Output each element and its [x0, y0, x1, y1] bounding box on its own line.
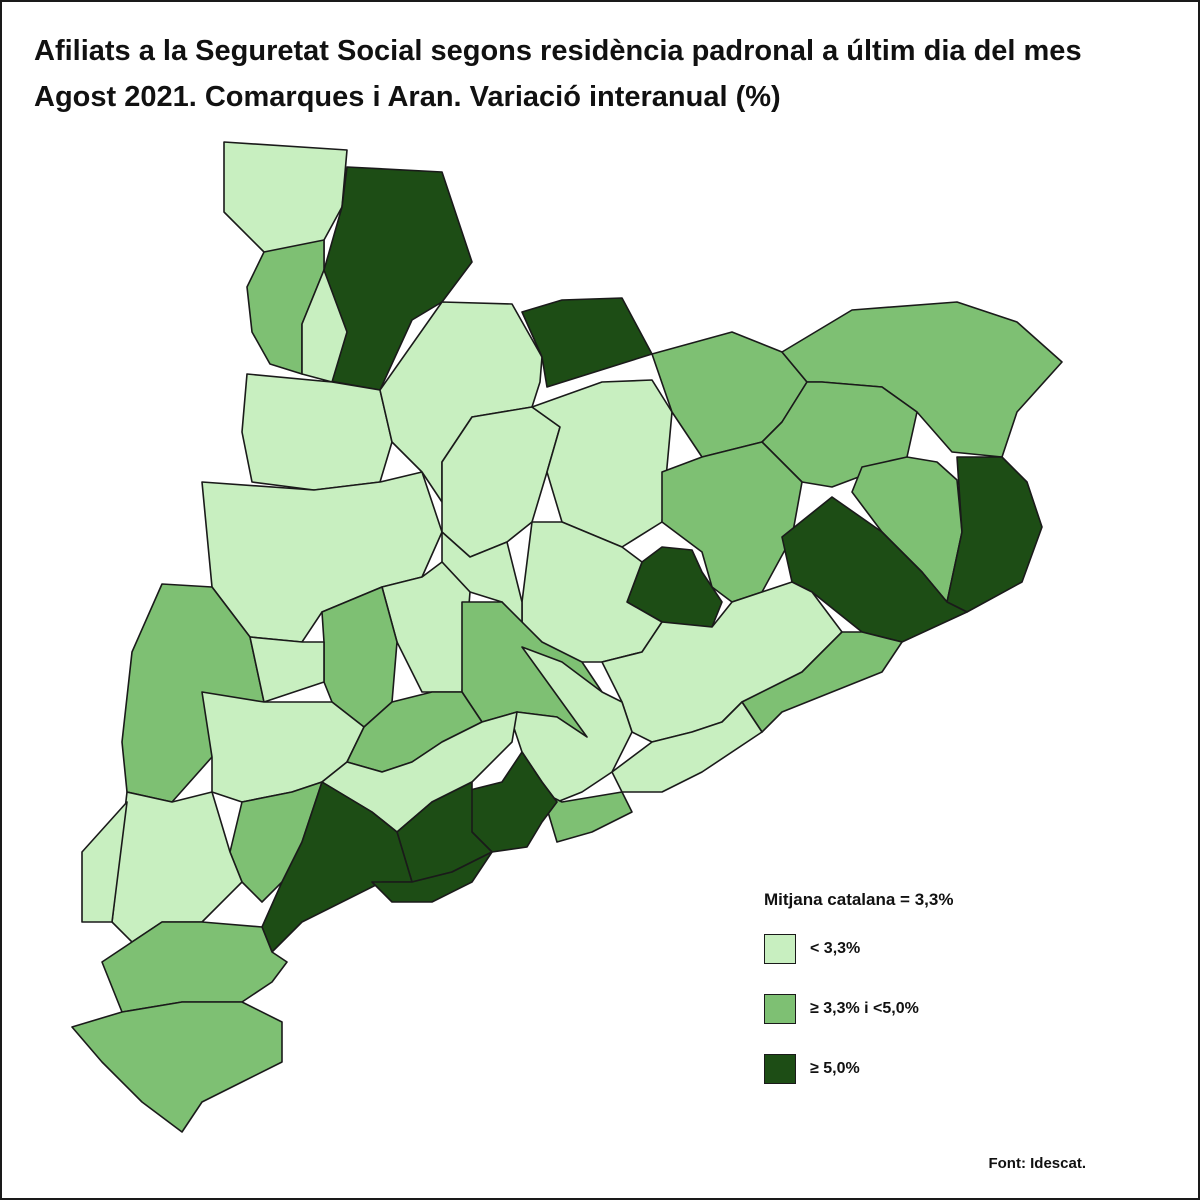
map-title: Afiliats a la Seguretat Social segons re…	[34, 28, 1174, 120]
region	[111, 791, 243, 943]
legend-item-low: < 3,3%	[764, 932, 1164, 966]
region	[323, 166, 473, 391]
region	[946, 456, 1043, 613]
legend-swatch-medium	[764, 994, 796, 1024]
region	[521, 297, 653, 388]
region	[761, 381, 918, 488]
region	[121, 583, 265, 803]
region	[241, 373, 393, 491]
region	[249, 636, 325, 703]
source-note: Font: Idescat.	[988, 1155, 1086, 1172]
legend-item-high: ≥ 5,0%	[764, 1052, 1164, 1086]
legend-label-high: ≥ 5,0%	[810, 1060, 860, 1077]
region	[301, 269, 348, 383]
legend-item-medium: ≥ 3,3% i <5,0%	[764, 992, 1164, 1026]
region	[531, 379, 673, 548]
map-title-line-1: Afiliats a la Seguretat Social segons re…	[34, 35, 1082, 67]
legend-swatch-high	[764, 1054, 796, 1084]
legend-label-low: < 3,3%	[810, 940, 861, 957]
region	[71, 1001, 283, 1133]
map-title-line-2: Agost 2021. Comarques i Aran. Variació i…	[34, 81, 781, 113]
region	[261, 781, 413, 953]
legend-label-medium: ≥ 3,3% i <5,0%	[810, 1000, 919, 1017]
comarques-layer	[71, 141, 1063, 1133]
region	[541, 791, 633, 843]
legend-title: Mitjana catalana = 3,3%	[764, 890, 954, 909]
region	[371, 851, 493, 903]
legend-swatch-low	[764, 934, 796, 964]
region	[741, 631, 903, 733]
region	[81, 801, 128, 923]
legend: Mitjana catalana = 3,3% < 3,3% ≥ 3,3% i …	[764, 890, 1164, 1112]
region	[611, 701, 763, 793]
